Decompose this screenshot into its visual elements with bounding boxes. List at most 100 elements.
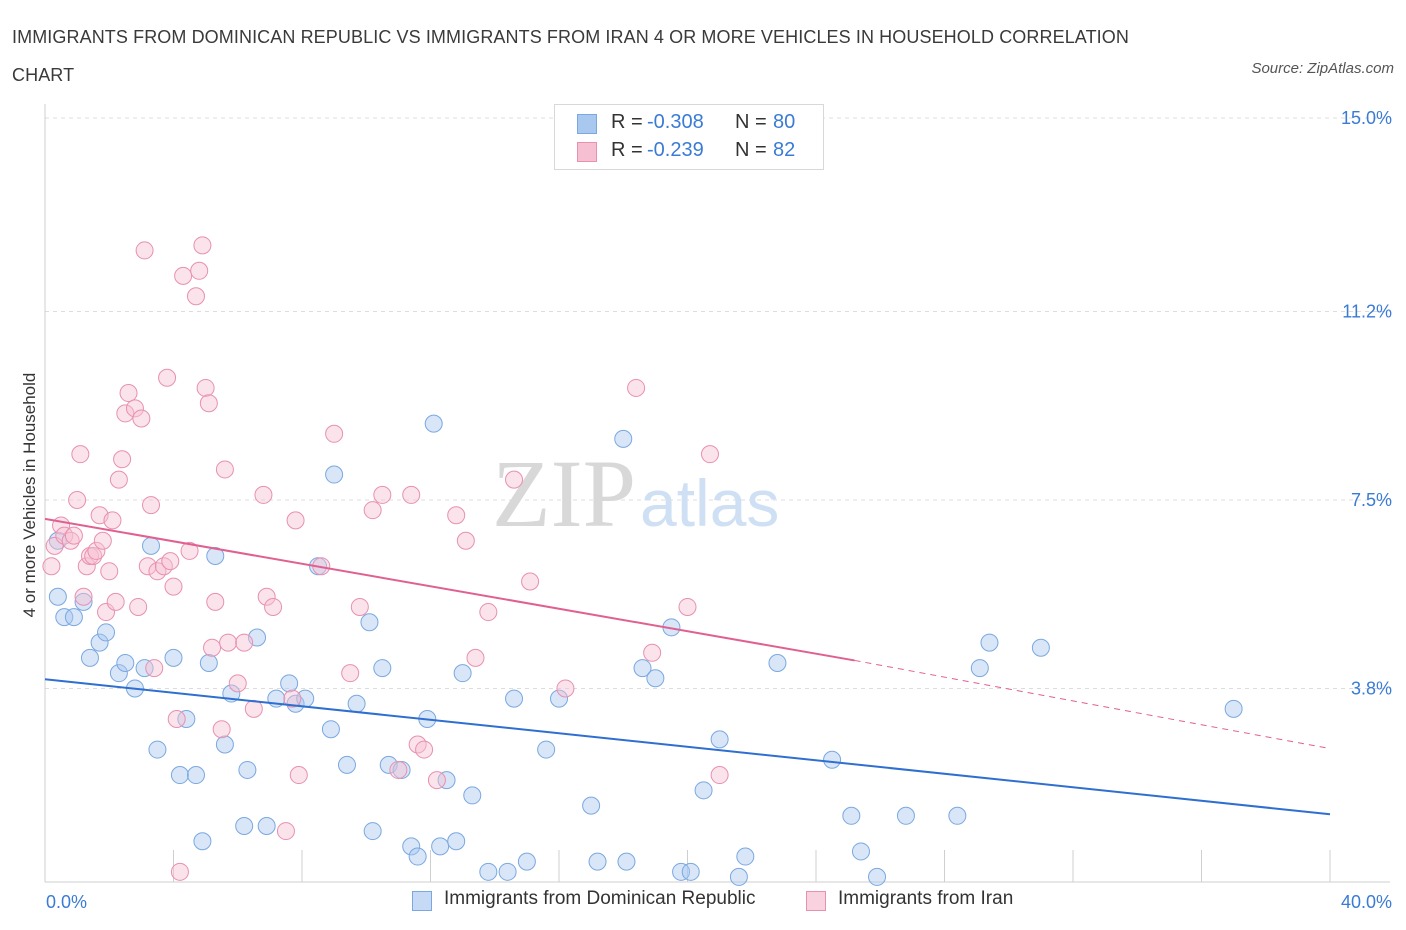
point-dominican [823, 750, 842, 769]
point-dominican [646, 669, 665, 688]
point-dominican [729, 867, 748, 886]
point-iran [42, 557, 61, 576]
point-dominican [215, 735, 234, 754]
point-iran [678, 597, 697, 616]
r-value: -0.308 [647, 111, 704, 133]
point-iran [206, 592, 225, 611]
stats-legend: R = -0.308 N = 80 R = -0.239 N = 82 [554, 104, 824, 170]
point-dominican [614, 429, 633, 448]
legend-swatch-dominican [412, 891, 432, 911]
point-iran [341, 664, 360, 683]
point-dominican [694, 781, 713, 800]
r-value: -0.239 [647, 139, 704, 161]
point-dominican [517, 852, 536, 871]
point-dominican [280, 674, 299, 693]
point-iran [142, 496, 161, 515]
point-iran [135, 241, 154, 260]
point-dominican [431, 837, 450, 856]
point-iran [164, 577, 183, 596]
point-dominican [325, 465, 344, 484]
point-iran [244, 699, 263, 718]
point-iran [167, 710, 186, 729]
point-iran [203, 638, 222, 657]
point-iran [116, 404, 135, 423]
point-iran [103, 511, 122, 530]
point-dominican [437, 771, 456, 790]
point-dominican [74, 592, 93, 611]
point-dominican [710, 730, 729, 749]
point-dominican [48, 587, 67, 606]
watermark-atlas: atlas [640, 466, 779, 540]
stats-swatch-dominican [577, 114, 597, 134]
trend-lines [44, 517, 1331, 816]
point-iran [84, 547, 103, 566]
point-dominican [402, 837, 421, 856]
point-dominican [148, 740, 167, 759]
point-iran [363, 501, 382, 520]
point-dominican [842, 806, 861, 825]
point-iran [254, 485, 273, 504]
y-tick-label: 3.8% [1351, 678, 1392, 698]
point-dominican [109, 664, 128, 683]
gridlines [45, 117, 1390, 689]
point-iran [710, 766, 729, 785]
point-iran [700, 445, 719, 464]
point-iran [257, 587, 276, 606]
point-iran [106, 592, 125, 611]
point-dominican [186, 766, 205, 785]
point-dominican [505, 689, 524, 708]
point-iran [289, 766, 308, 785]
point-iran [264, 597, 283, 616]
point-dominican [851, 842, 870, 861]
point-dominican [868, 867, 887, 886]
chart-title: IMMIGRANTS FROM DOMINICAN REPUBLIC VS IM… [12, 27, 1129, 85]
point-dominican [170, 766, 189, 785]
point-iran [87, 541, 106, 560]
point-dominican [588, 852, 607, 871]
point-iran [556, 679, 575, 698]
point-dominican [617, 852, 636, 871]
point-dominican [97, 623, 116, 642]
point-dominican [142, 536, 161, 555]
point-dominican [116, 653, 135, 672]
x-tick-label: 0.0% [46, 892, 87, 912]
point-iran [129, 597, 148, 616]
point-dominican [321, 720, 340, 739]
y-tick-label: 15.0% [1341, 108, 1392, 128]
point-dominican [347, 694, 366, 713]
point-dominican [970, 659, 989, 678]
point-iran [138, 557, 157, 576]
point-iran [119, 384, 138, 403]
legend-label-dominican: Immigrants from Dominican Republic [444, 888, 756, 909]
data-points [42, 236, 1243, 886]
point-dominican [80, 648, 99, 667]
point-iran [447, 506, 466, 525]
watermark: ZIP atlas [492, 440, 779, 547]
point-dominican [193, 832, 212, 851]
point-dominican [90, 633, 109, 652]
point-iran [219, 633, 238, 652]
r-label: R = [611, 139, 643, 161]
point-dominican [768, 653, 787, 672]
point-dominican [736, 847, 755, 866]
point-iran [132, 409, 151, 428]
trend-line-iran-extension [854, 659, 1331, 750]
point-iran [113, 450, 132, 469]
point-iran [389, 760, 408, 779]
point-dominican [199, 653, 218, 672]
point-dominican [238, 760, 257, 779]
r-label: R = [611, 111, 643, 133]
point-iran [627, 378, 646, 397]
point-iran [283, 689, 302, 708]
n-value: 82 [773, 139, 796, 161]
point-dominican [550, 689, 568, 708]
point-iran [325, 424, 344, 443]
n-label: N = [735, 111, 767, 133]
point-dominican [479, 862, 498, 881]
n-value: 80 [773, 111, 796, 133]
point-iran [456, 531, 475, 550]
point-iran [68, 491, 87, 509]
point-dominican [948, 806, 967, 825]
point-dominican [373, 659, 392, 678]
point-iran [276, 822, 295, 841]
